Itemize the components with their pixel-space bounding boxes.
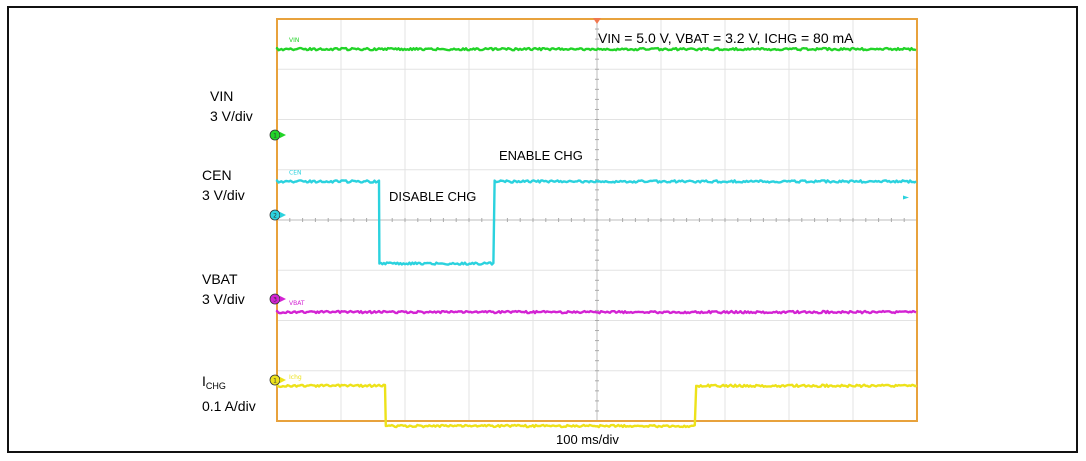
cen-trace-label: CEN [289,169,301,176]
vin-ground-number: 1 [273,133,277,140]
ichg-trace-label: Ichg [289,374,302,381]
vbat-trace [275,309,917,315]
vin-channel-label: VIN 3 V/div [210,86,253,126]
vbat-scale: 3 V/div [202,291,245,307]
ichg-ground-arrow [280,377,286,383]
cen-scale: 3 V/div [202,187,245,203]
cen-name: CEN [202,167,232,183]
ichg-ground-number: 1 [273,378,277,385]
figure-frame [7,6,1078,453]
ichg-trace [275,383,918,429]
trigger-marker [593,18,601,24]
vbat-ground-arrow [280,296,286,302]
cen-ground-number: 2 [273,213,277,220]
vbat-ground-number: 3 [273,297,277,304]
ichg-channel-label: ICHG 0.1 A/div [202,371,256,416]
vbat-trace-label: VBAT [289,300,305,307]
vbat-name: VBAT [202,271,238,287]
disable-chg-annotation: DISABLE CHG [389,189,477,204]
x-axis-label: 100 ms/div [556,432,619,447]
cen-channel-label: CEN 3 V/div [202,165,245,205]
ichg-name: ICHG [202,373,226,391]
vin-scale: 3 V/div [210,108,253,124]
vin-trace-label: VIN [289,37,299,44]
cen-ground-arrow [280,212,286,218]
enable-chg-annotation: ENABLE CHG [499,148,583,163]
vin-trace [275,46,917,52]
cen-trace [275,179,917,266]
ichg-scale: 0.1 A/div [202,398,256,414]
vin-name: VIN [210,88,234,104]
vin-ground-arrow [280,132,286,138]
test-conditions: VIN = 5.0 V, VBAT = 3.2 V, ICHG = 80 mA [598,30,854,46]
cen-offset-arrow [903,195,909,200]
vbat-channel-label: VBAT 3 V/div [202,269,245,309]
